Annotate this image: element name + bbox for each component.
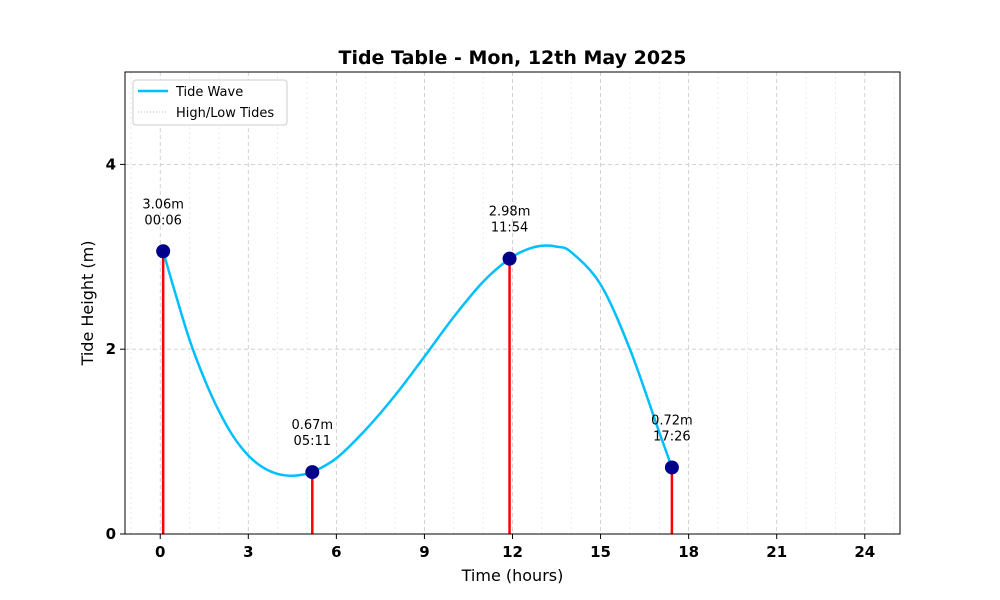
- tide-height-label: 2.98m: [489, 205, 531, 220]
- tide-height-label: 3.06m: [142, 197, 184, 212]
- x-tick-label: 24: [854, 543, 875, 561]
- tide-marker: [502, 251, 517, 266]
- x-tick-label: 21: [766, 543, 787, 561]
- y-axis-label: Tide Height (m): [78, 241, 97, 367]
- line-layer: [161, 244, 674, 478]
- x-tick-label: 3: [243, 543, 253, 561]
- x-tick-label: 6: [331, 543, 341, 561]
- tide-height-label: 0.67m: [291, 418, 333, 433]
- tide-marker: [156, 244, 171, 259]
- tide-time-label: 00:06: [144, 213, 181, 228]
- stem-layer: [161, 251, 674, 534]
- x-tick-label: 18: [678, 543, 699, 561]
- marker-layer: [156, 244, 679, 480]
- x-axis-label: Time (hours): [461, 566, 564, 585]
- legend-label-high-low-tides: High/Low Tides: [176, 106, 274, 121]
- x-tick-label: 9: [419, 543, 429, 561]
- tide-time-label: 17:26: [653, 429, 690, 444]
- tide-wave-line: [161, 244, 674, 478]
- legend-box: [132, 79, 288, 126]
- tide-marker: [664, 460, 679, 475]
- tide-time-label: 05:11: [294, 434, 331, 449]
- y-tick-label: 4: [106, 155, 116, 173]
- grid-layer: [125, 72, 900, 534]
- x-tick-label: 12: [502, 543, 523, 561]
- tide-marker: [305, 465, 320, 480]
- y-tick-label: 2: [106, 340, 116, 358]
- y-tick-label: 0: [106, 525, 116, 543]
- chart-title: Tide Table - Mon, 12th May 2025: [338, 47, 686, 69]
- tide-height-label: 0.72m: [651, 413, 693, 428]
- x-tick-label: 15: [590, 543, 611, 561]
- x-tick-label: 0: [155, 543, 165, 561]
- legend: Tide Wave High/Low Tides: [132, 79, 288, 126]
- tide-time-label: 11:54: [491, 221, 528, 236]
- legend-label-tide-wave: Tide Wave: [175, 85, 243, 100]
